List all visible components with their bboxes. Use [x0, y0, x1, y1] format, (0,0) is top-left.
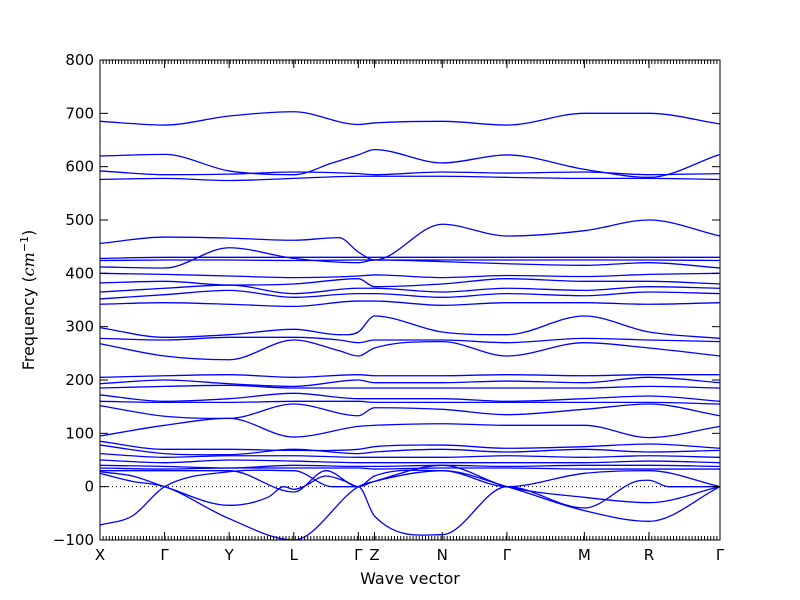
x-tick-label: Γ — [160, 546, 169, 564]
y-axis-label-exponent: −1 — [18, 236, 31, 252]
y-tick-label: 700 — [65, 104, 94, 122]
plot-frame — [99, 59, 721, 541]
y-tick-label: 200 — [65, 371, 94, 389]
band-line-29 — [99, 467, 720, 470]
band-line-31 — [99, 469, 720, 536]
band-line-3 — [99, 170, 721, 176]
x-tick-label: R — [644, 546, 654, 564]
y-tick-label: 300 — [65, 318, 94, 336]
band-line-11 — [99, 284, 721, 295]
y-tick-label: 800 — [65, 51, 94, 69]
x-axis-label: Wave vector — [360, 569, 460, 588]
x-tick-label: Γ — [503, 546, 512, 564]
band-line-27 — [99, 459, 721, 464]
y-tick-label: 100 — [65, 424, 94, 442]
y-axis-label-suffix: ) — [19, 230, 38, 236]
band-line-6 — [99, 256, 720, 260]
band-line-13 — [99, 300, 721, 308]
x-tick-label: X — [95, 546, 105, 564]
plot-background — [100, 60, 720, 540]
band-line-24 — [99, 440, 721, 452]
band-line-4 — [99, 175, 721, 182]
band-line-19 — [99, 384, 721, 389]
band-line-25 — [99, 444, 721, 456]
band-line-5 — [99, 219, 721, 261]
x-tick-label: L — [290, 546, 299, 564]
band-line-10 — [99, 278, 721, 288]
band-lines — [99, 111, 721, 541]
band-line-23 — [99, 417, 721, 439]
x-tick-label: Γ — [716, 546, 725, 564]
band-line-15 — [99, 336, 721, 344]
band-line-14 — [99, 315, 721, 340]
x-tick-label: N — [437, 546, 448, 564]
band-line-1 — [99, 111, 721, 126]
y-tick-label: 600 — [65, 158, 94, 176]
x-tick-label: Y — [224, 546, 235, 564]
band-line-18 — [99, 376, 721, 388]
band-line-22 — [99, 403, 721, 420]
band-line-9 — [99, 272, 721, 279]
y-tick-label: 400 — [65, 264, 94, 282]
y-tick-labels: −100 0 100 200 300 400 500 600 700 800 — [53, 51, 94, 549]
band-line-20 — [99, 392, 721, 402]
plot-area — [99, 59, 721, 541]
band-line-32 — [99, 464, 721, 541]
band-line-33 — [100, 469, 721, 493]
band-line-26 — [99, 452, 721, 458]
band-line-16 — [99, 339, 721, 361]
y-tick-label: −100 — [53, 531, 94, 549]
band-line-17 — [99, 374, 720, 378]
band-line-2 — [99, 148, 721, 178]
y-axis-label: Frequency (cm−1) — [18, 230, 38, 371]
band-line-21 — [99, 400, 721, 405]
y-axis-label-unit: cm — [19, 252, 38, 276]
y-axis-label-prefix: Frequency ( — [19, 276, 38, 370]
y-tick-label: 500 — [65, 211, 94, 229]
y-tick-label: 0 — [84, 478, 94, 496]
x-tick-label: Z — [369, 546, 379, 564]
x-tick-label: Γ — [354, 546, 363, 564]
band-line-30 — [99, 470, 721, 522]
band-line-8 — [99, 247, 721, 269]
x-tick-label: M — [578, 546, 591, 564]
band-line-12 — [99, 289, 721, 300]
